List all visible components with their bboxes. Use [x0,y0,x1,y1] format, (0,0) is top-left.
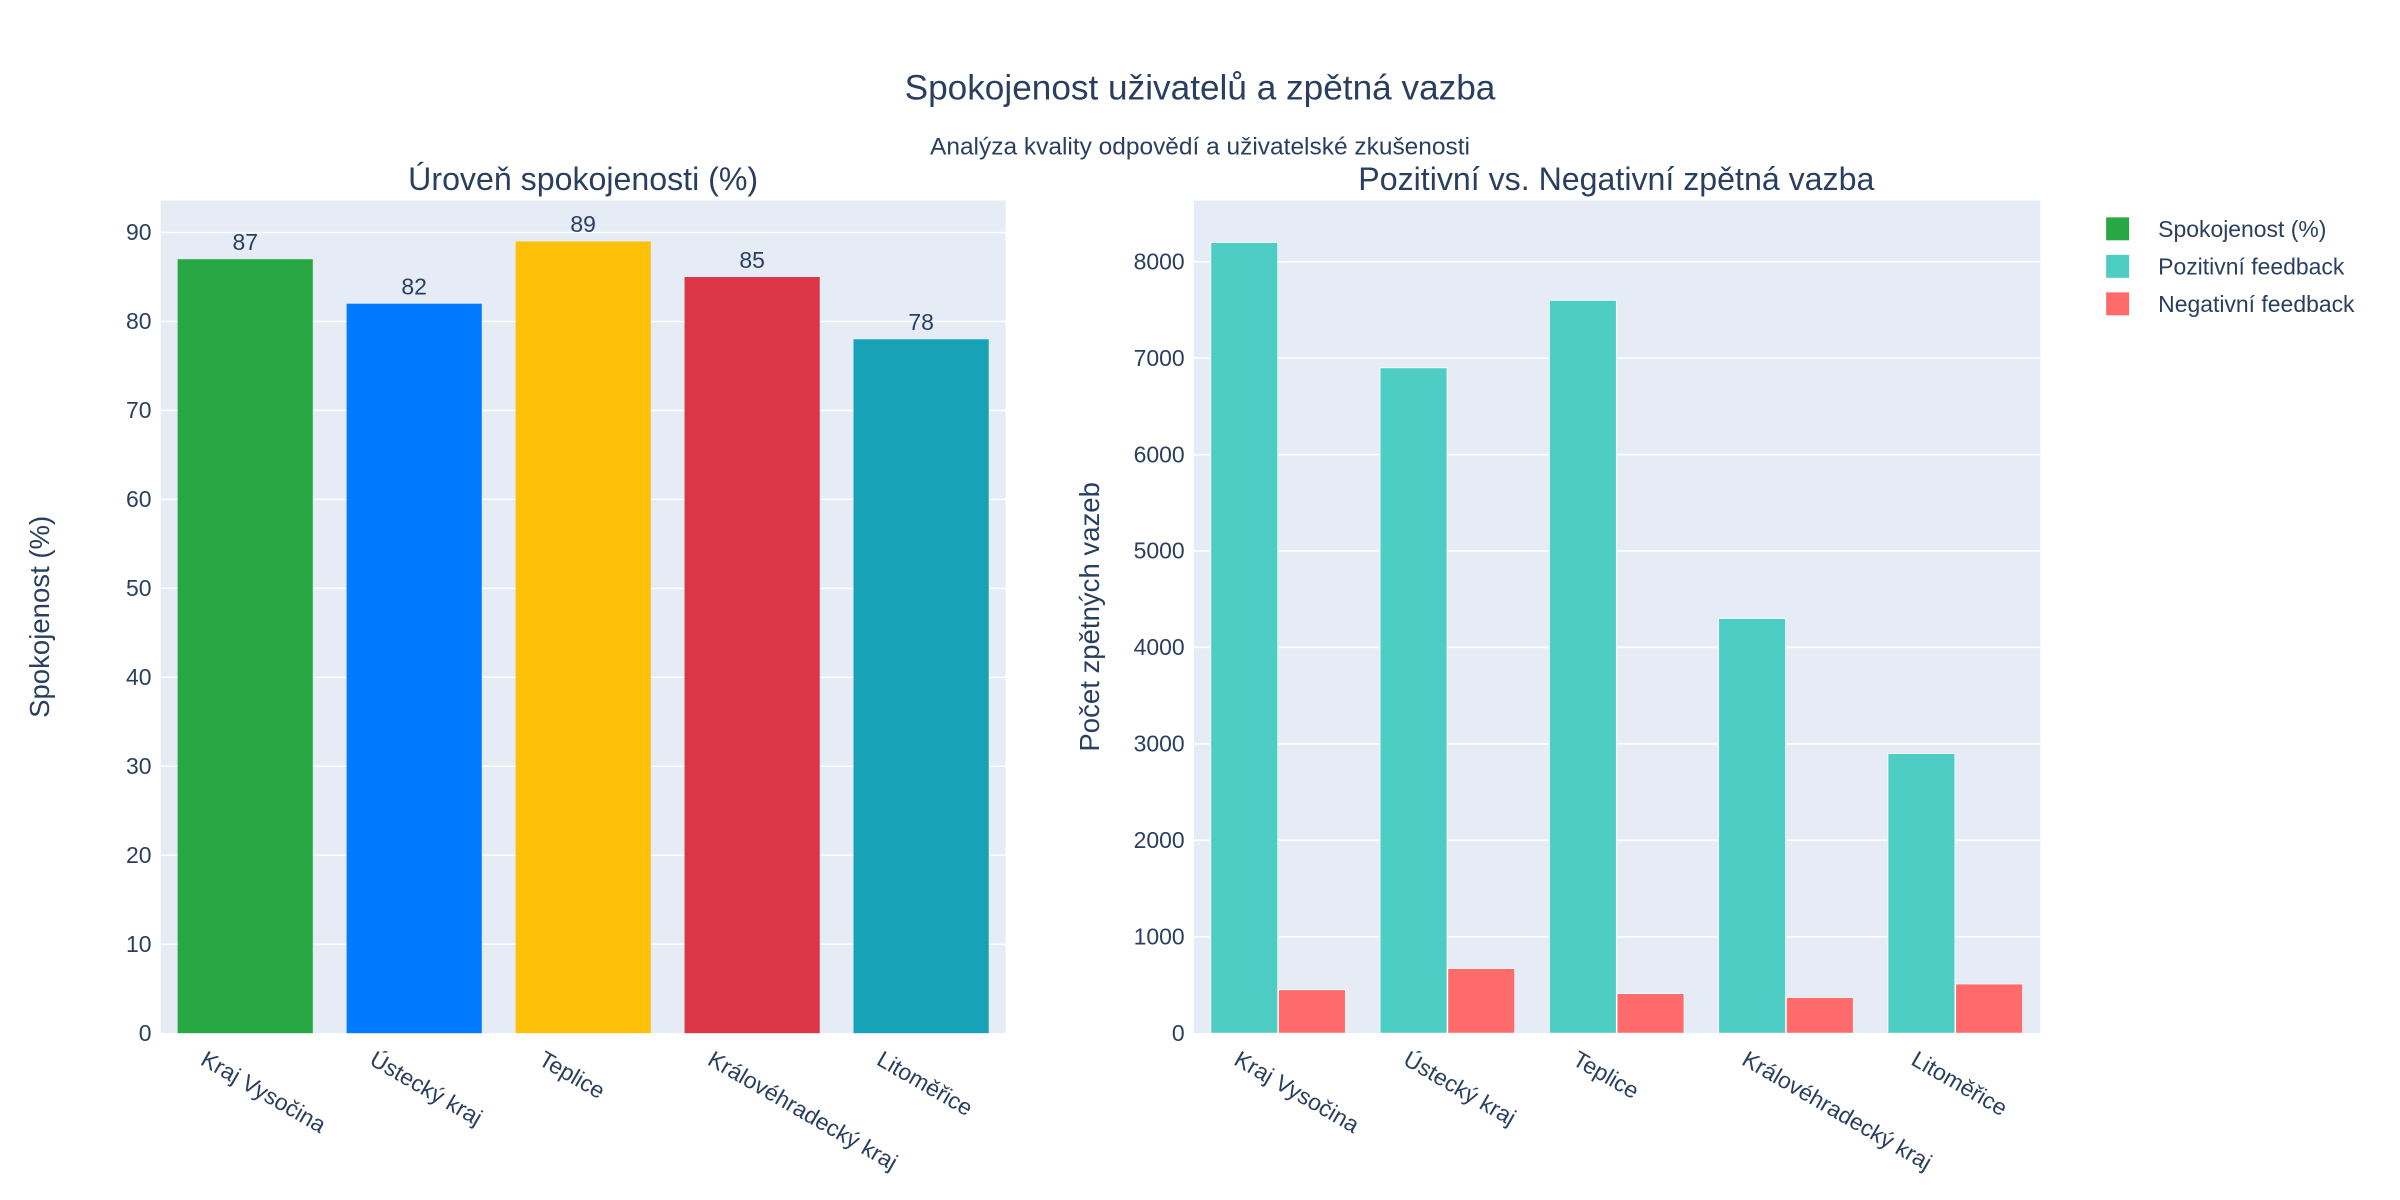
bar-data-label: 89 [570,211,596,237]
y-tick-label: 10 [126,931,152,957]
bar-positive [1210,242,1279,1034]
bar [346,303,482,1034]
right-plot: 0 1000 2000 3000 4000 5000 6000 7000 8000 Kraj Vy… [1134,200,2041,1176]
y-tick-label: 20 [126,842,152,868]
bar-negative [1785,997,1854,1034]
legend-label[interactable]: Negativní feedback [2158,291,2355,317]
bar-negative [1278,989,1346,1034]
legend-swatch[interactable] [2106,254,2130,278]
legend-swatch[interactable] [2106,217,2130,241]
bar-data-label: 82 [401,274,427,300]
y-tick-label: 60 [126,486,152,512]
y-tick-label: 8000 [1134,248,1185,274]
bar-data-label: 85 [739,247,765,273]
legend: Spokojenost (%) Pozitivní feedback Negativ… [2106,216,2355,317]
y-tick-label: 90 [126,219,152,245]
y-tick-label: 5000 [1134,538,1185,564]
y-tick-label: 1000 [1134,923,1185,949]
chart-title: Spokojenost uživatelů a zpětná vazba [905,68,1496,107]
x-tick-label: Královéhradecký kraj [704,1046,902,1176]
bar [177,259,313,1034]
y-tick-label: 80 [126,308,152,334]
bar-negative [1447,968,1516,1034]
y-tick-label: 70 [126,397,152,423]
x-tick-label: Litoměřice [1907,1046,2012,1121]
left-subplot-title: Úroveň spokojenosti (%) [408,161,758,197]
y-tick-label: 7000 [1134,345,1185,371]
bar [515,241,651,1034]
x-tick-label: Kraj Vysočina [1230,1046,1364,1138]
legend-label[interactable]: Spokojenost (%) [2158,216,2326,242]
x-tick-label: Ústecký kraj [1399,1046,1520,1131]
x-tick-label: Ústecký kraj [366,1046,487,1131]
legend-label[interactable]: Pozitivní feedback [2158,254,2345,280]
x-tick-label: Královéhradecký kraj [1738,1046,1936,1176]
x-tick-label: Teplice [535,1046,610,1104]
y-tick-label: 0 [1172,1020,1185,1046]
left-y-axis-label: Spokojenost (%) [24,516,55,718]
x-tick-label: Litoměřice [873,1046,978,1121]
bar-data-label: 78 [908,309,934,335]
x-tick-label: Kraj Vysočina [197,1046,331,1138]
y-tick-label: 40 [126,664,152,690]
bar [684,277,820,1034]
left-plot: 0 10 20 30 40 50 60 70 80 90 Kraj Vysočina Ústecký … [126,200,1006,1176]
legend-swatch[interactable] [2106,292,2130,316]
x-tick-label: Teplice [1569,1046,1644,1104]
right-y-axis-label: Počet zpětných vazeb [1074,482,1105,752]
y-tick-label: 0 [139,1020,152,1046]
bar [853,339,989,1034]
bar-positive [1379,367,1448,1034]
y-tick-label: 30 [126,753,152,779]
bar-data-label: 87 [232,229,258,255]
chart-subtitle: Analýza kvality odpovědí a uživatelské z… [930,134,1470,161]
bar-positive [1548,299,1617,1034]
y-tick-label: 3000 [1134,731,1185,757]
y-tick-label: 4000 [1134,634,1185,660]
y-tick-label: 50 [126,575,152,601]
y-tick-label: 2000 [1134,827,1185,853]
y-tick-label: 6000 [1134,441,1185,467]
bar-negative [1616,993,1685,1034]
bar-negative [1955,983,2023,1034]
right-subplot-title: Pozitivní vs. Negativní zpětná vazba [1358,161,1874,197]
bar-positive [1887,753,1956,1034]
bar-positive [1718,618,1786,1034]
